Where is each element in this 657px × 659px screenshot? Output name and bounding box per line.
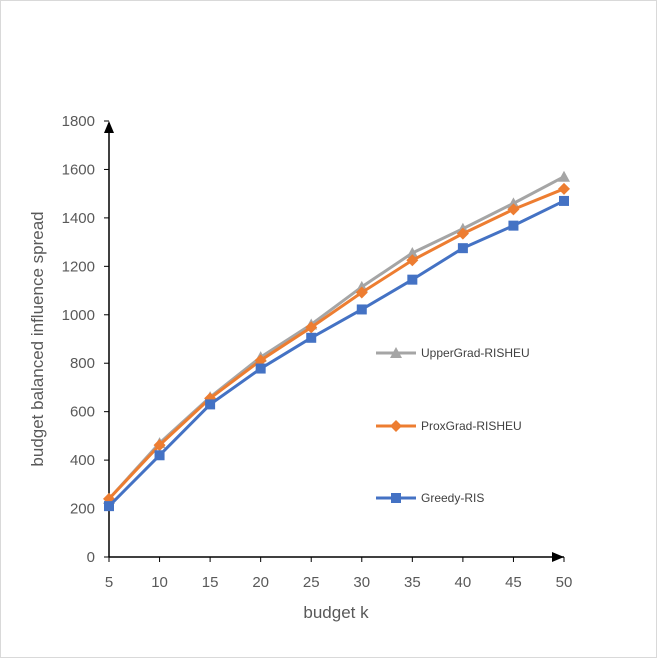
data-point bbox=[456, 227, 469, 240]
data-point bbox=[355, 286, 368, 299]
y-axis-arrow bbox=[104, 121, 114, 133]
data-point bbox=[153, 439, 166, 452]
y-tick-label: 1200 bbox=[62, 258, 95, 275]
legend: UpperGrad-RISHEU ProxGrad-RISHEU Greedy-RI… bbox=[376, 346, 530, 505]
data-point bbox=[356, 304, 367, 315]
data-point bbox=[255, 363, 266, 374]
x-tick-label: 40 bbox=[455, 574, 472, 591]
legend-entry: Greedy-RIS bbox=[376, 491, 484, 505]
x-tick-label: 50 bbox=[556, 574, 573, 591]
legend-swatch-marker bbox=[390, 347, 402, 358]
y-tick-labels: 0 200 400 600 800 1000 1200 1400 1600 1800 bbox=[62, 113, 95, 566]
series-group bbox=[103, 170, 570, 512]
series-square bbox=[104, 195, 569, 512]
x-axis-title: budget k bbox=[303, 603, 369, 622]
series-line bbox=[107, 199, 565, 508]
data-point bbox=[406, 254, 419, 267]
y-tick-label: 0 bbox=[87, 549, 95, 566]
data-point bbox=[507, 197, 520, 209]
x-tick-label: 20 bbox=[252, 574, 269, 591]
data-point bbox=[154, 450, 165, 461]
data-point bbox=[508, 220, 519, 231]
y-tick-label: 400 bbox=[70, 452, 95, 469]
data-point bbox=[558, 170, 570, 182]
y-tick-label: 1000 bbox=[62, 307, 95, 324]
series-line bbox=[107, 187, 565, 500]
data-point bbox=[507, 203, 520, 216]
legend-label: UpperGrad-RISHEU bbox=[421, 346, 530, 360]
x-tick-label: 5 bbox=[105, 574, 113, 591]
y-tick-label: 800 bbox=[70, 355, 95, 372]
x-tick-label: 35 bbox=[404, 574, 421, 591]
y-tick-label: 1600 bbox=[62, 161, 95, 178]
series-line bbox=[107, 175, 565, 500]
x-tick-label: 25 bbox=[303, 574, 320, 591]
x-tick-label: 45 bbox=[505, 574, 522, 591]
y-tick-label: 200 bbox=[70, 501, 95, 518]
y-axis-title: budget balanced influence spread bbox=[28, 211, 47, 466]
x-tick-label: 30 bbox=[353, 574, 370, 591]
data-point bbox=[305, 321, 318, 334]
x-tick-label: 10 bbox=[151, 574, 168, 591]
legend-swatch-marker bbox=[390, 420, 402, 432]
data-point bbox=[559, 195, 569, 206]
data-point bbox=[254, 354, 267, 367]
series-triangle bbox=[103, 170, 570, 504]
data-point bbox=[558, 182, 570, 195]
legend-label: Greedy-RIS bbox=[421, 491, 484, 505]
data-point bbox=[205, 399, 216, 410]
data-point bbox=[104, 501, 114, 512]
data-point bbox=[457, 243, 468, 254]
legend-label: ProxGrad-RISHEU bbox=[421, 419, 522, 433]
x-tick-label: 15 bbox=[202, 574, 219, 591]
legend-swatch-marker bbox=[391, 493, 401, 503]
x-axis-arrow bbox=[552, 552, 564, 562]
data-point bbox=[406, 247, 419, 259]
y-tick-label: 600 bbox=[70, 404, 95, 421]
data-point bbox=[407, 274, 418, 285]
legend-entry: UpperGrad-RISHEU bbox=[376, 346, 530, 360]
data-point bbox=[306, 332, 317, 343]
x-tick-labels: 5 10 15 20 25 30 35 40 45 50 bbox=[105, 574, 573, 591]
legend-entry: ProxGrad-RISHEU bbox=[376, 419, 522, 433]
y-tick-label: 1400 bbox=[62, 210, 95, 227]
y-tick-label: 1800 bbox=[62, 113, 95, 130]
axes bbox=[104, 120, 565, 562]
